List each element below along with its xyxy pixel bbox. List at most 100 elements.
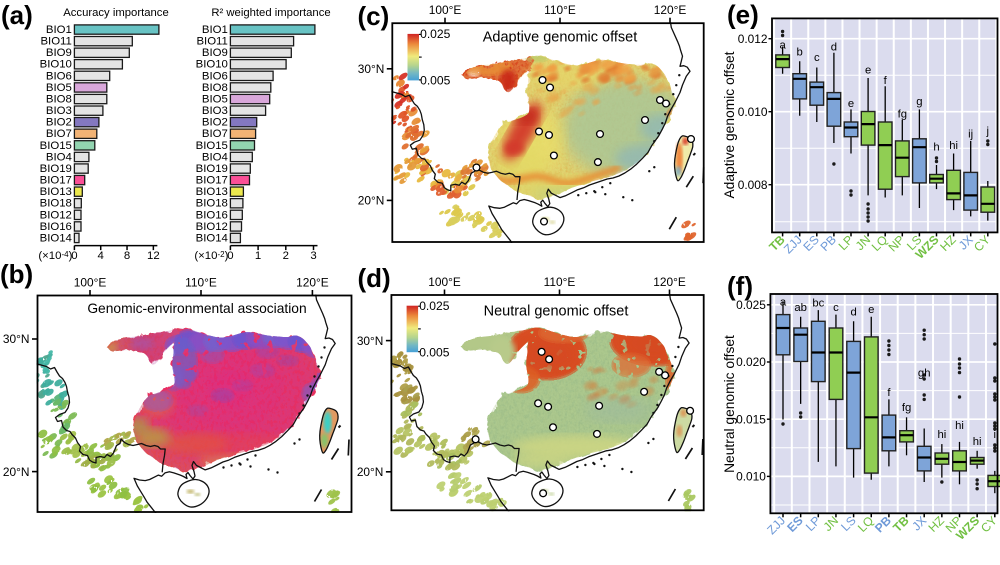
svg-text:BIO10: BIO10	[40, 59, 72, 71]
svg-text:(d): (d)	[358, 263, 391, 293]
svg-text:100°E: 100°E	[428, 275, 461, 289]
svg-text:0.025: 0.025	[736, 298, 766, 312]
svg-text:e: e	[865, 65, 871, 77]
svg-text:0.012: 0.012	[738, 32, 768, 46]
svg-text:Adaptive genomic offset: Adaptive genomic offset	[483, 30, 638, 46]
svg-text:BIO6: BIO6	[46, 70, 72, 82]
svg-text:20°N: 20°N	[3, 465, 30, 479]
svg-text:BIO9: BIO9	[46, 47, 72, 59]
svg-text:20°N: 20°N	[357, 465, 384, 479]
svg-text:BIO2: BIO2	[202, 117, 228, 129]
svg-text:8: 8	[124, 250, 130, 262]
svg-text:i: i	[994, 429, 997, 441]
svg-text:BIO13: BIO13	[196, 186, 228, 198]
svg-text:0: 0	[71, 250, 77, 262]
svg-text:4: 4	[98, 250, 104, 262]
svg-text:BIO7: BIO7	[202, 128, 228, 140]
svg-text:100°E: 100°E	[74, 276, 107, 290]
svg-text:1: 1	[255, 250, 261, 262]
svg-text:BIO1: BIO1	[46, 24, 72, 36]
svg-text:0.025: 0.025	[419, 299, 450, 313]
svg-text:BIO11: BIO11	[196, 36, 227, 48]
svg-text:c: c	[814, 52, 820, 64]
svg-text:hi: hi	[937, 429, 946, 441]
svg-text:BIO19: BIO19	[40, 163, 72, 175]
svg-text:BIO16: BIO16	[196, 209, 228, 221]
svg-text:BIO13: BIO13	[40, 186, 72, 198]
svg-text:Accuracy importance: Accuracy importance	[63, 7, 168, 19]
svg-text:fg: fg	[898, 109, 907, 121]
svg-text:hi: hi	[949, 140, 958, 152]
svg-text:BIO18: BIO18	[196, 198, 228, 210]
svg-text:ab: ab	[794, 302, 807, 314]
svg-text:h: h	[933, 141, 939, 153]
svg-text:BIO16: BIO16	[40, 221, 72, 233]
svg-text:110°E: 110°E	[185, 276, 217, 290]
svg-text:Neutral genomic offset: Neutral genomic offset	[722, 335, 737, 473]
svg-text:hi: hi	[955, 420, 964, 432]
svg-text:a: a	[779, 39, 786, 51]
svg-text:120°E: 120°E	[653, 275, 686, 289]
svg-text:BIO3: BIO3	[202, 105, 228, 117]
svg-text:BIO8: BIO8	[46, 93, 72, 105]
svg-text:120°E: 120°E	[296, 276, 329, 290]
svg-text:Adaptive genomic offset: Adaptive genomic offset	[722, 51, 737, 198]
svg-text:d: d	[831, 42, 837, 54]
svg-text:30°N: 30°N	[357, 334, 384, 348]
svg-text:BIO5: BIO5	[46, 82, 72, 94]
svg-text:BIO5: BIO5	[202, 93, 228, 105]
svg-text:e: e	[848, 98, 854, 110]
svg-text:BIO6: BIO6	[202, 70, 228, 82]
svg-text:BIO12: BIO12	[40, 209, 72, 221]
svg-text:BIO17: BIO17	[196, 175, 228, 187]
svg-text:(f): (f)	[727, 271, 753, 301]
svg-text:BIO8: BIO8	[202, 82, 228, 94]
svg-text:BIO12: BIO12	[196, 221, 228, 233]
svg-text:30°N: 30°N	[358, 62, 385, 76]
svg-text:b: b	[797, 47, 803, 59]
svg-text:Genomic-environmental associat: Genomic-environmental association	[87, 301, 306, 316]
svg-text:20°N: 20°N	[358, 194, 385, 208]
svg-text:Neutral genomic offset: Neutral genomic offset	[484, 304, 629, 320]
svg-text:0: 0	[227, 250, 233, 262]
svg-text:0.008: 0.008	[738, 178, 768, 192]
svg-text:gh: gh	[918, 368, 931, 380]
svg-text:j: j	[986, 125, 990, 137]
svg-text:0.005: 0.005	[419, 345, 450, 359]
svg-text:BIO10: BIO10	[196, 59, 228, 71]
svg-text:BIO11: BIO11	[40, 36, 71, 48]
svg-text:BIO14: BIO14	[196, 232, 228, 244]
svg-text:3: 3	[310, 250, 316, 262]
svg-text:0.015: 0.015	[736, 412, 766, 426]
svg-text:BIO9: BIO9	[202, 47, 228, 59]
svg-text:BIO15: BIO15	[40, 140, 72, 152]
svg-text:BIO4: BIO4	[46, 151, 72, 163]
svg-text:(c): (c)	[358, 1, 390, 31]
svg-text:100°E: 100°E	[429, 3, 462, 17]
svg-text:BIO1: BIO1	[202, 24, 228, 36]
svg-text:0.010: 0.010	[738, 105, 768, 119]
svg-text:0.005: 0.005	[420, 74, 451, 88]
svg-text:0.020: 0.020	[736, 355, 766, 369]
svg-text:BIO3: BIO3	[46, 105, 72, 117]
svg-text:bc: bc	[812, 298, 824, 310]
svg-text:R² weighted importance: R² weighted importance	[211, 7, 330, 19]
svg-text:30°N: 30°N	[3, 332, 30, 346]
svg-text:f: f	[887, 387, 891, 399]
svg-text:ij: ij	[968, 129, 973, 141]
svg-text:hi: hi	[973, 436, 982, 448]
svg-text:110°E: 110°E	[544, 275, 576, 289]
svg-text:BIO7: BIO7	[46, 128, 72, 140]
svg-text:(e): (e)	[727, 0, 759, 29]
svg-text:120°E: 120°E	[654, 3, 687, 17]
svg-text:BIO17: BIO17	[40, 175, 72, 187]
svg-text:BIO19: BIO19	[196, 163, 228, 175]
svg-text:fg: fg	[902, 402, 911, 414]
svg-text:12: 12	[147, 250, 160, 262]
svg-text:g: g	[916, 96, 922, 108]
svg-text:BIO2: BIO2	[46, 117, 72, 129]
svg-text:2: 2	[283, 250, 289, 262]
svg-text:BIO18: BIO18	[40, 198, 72, 210]
svg-text:a: a	[780, 296, 787, 308]
svg-text:BIO14: BIO14	[40, 232, 72, 244]
